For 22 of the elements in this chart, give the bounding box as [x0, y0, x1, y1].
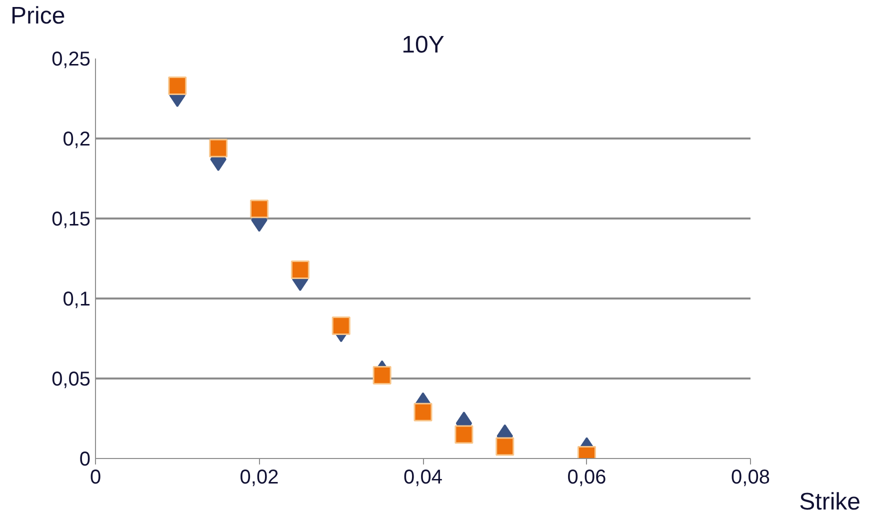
x-axis-title: Strike	[799, 488, 861, 515]
point	[250, 200, 268, 218]
y-tick-label: 0,15	[52, 208, 91, 230]
y-tick-label: 0	[79, 448, 90, 470]
y-axis-title: Price	[10, 2, 66, 30]
point	[209, 138, 228, 158]
point	[290, 260, 310, 279]
point	[454, 425, 474, 444]
x-tick-label: 0,02	[240, 466, 279, 488]
y-tick-label: 0,25	[52, 48, 91, 70]
point	[372, 366, 392, 385]
point	[168, 76, 187, 95]
chart-title: 10Y	[402, 32, 444, 58]
x-tick-label: 0,04	[404, 466, 442, 488]
y-tick-label: 0,05	[52, 368, 91, 390]
point	[496, 437, 514, 456]
y-tick-label: 0,1	[62, 288, 91, 310]
point	[414, 402, 432, 422]
x-tick-label: 0,06	[567, 466, 606, 488]
point	[332, 316, 350, 335]
x-tick-label: 0,08	[731, 466, 770, 488]
y-tick-label: 0,2	[62, 128, 91, 150]
